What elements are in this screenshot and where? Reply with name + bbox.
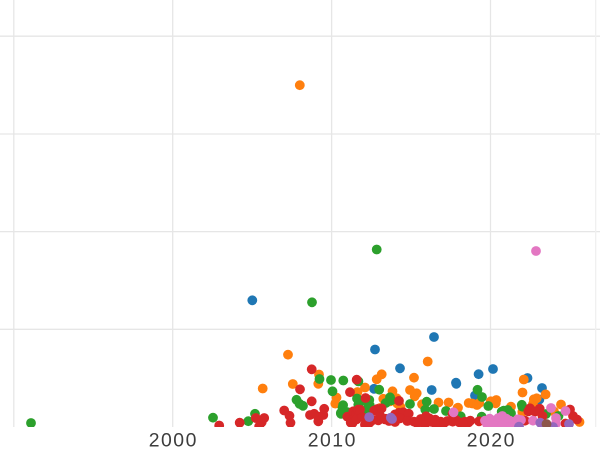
svg-text:2000: 2000 <box>149 430 198 451</box>
svg-text:2010: 2010 <box>308 430 357 451</box>
svg-text:2020: 2020 <box>467 430 516 451</box>
